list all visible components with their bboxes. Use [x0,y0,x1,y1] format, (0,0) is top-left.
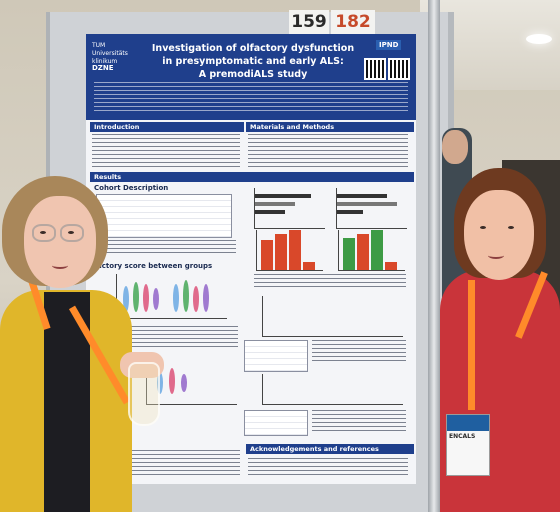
violin-mark [133,282,139,312]
eye [508,226,514,229]
violin-plot [116,274,227,319]
poster-badge: IPND [376,40,402,50]
name-badge: ENCALS [446,414,490,476]
methods-text [248,134,408,170]
red-bar-chart [256,230,323,271]
poster-authors [94,82,408,114]
figure-caption [312,410,406,432]
scientific-poster: TUM Universitäts klinikum DZNE Investiga… [86,34,416,484]
glasses-icon [32,224,56,242]
poster-logo: TUM Universitäts klinikum [92,42,128,65]
badge-label: ENCALS [449,433,476,440]
groups-heading: factory score between groups [94,262,213,270]
chart-bar [255,194,311,198]
eye [40,231,46,234]
section-results: Results [90,172,414,182]
qr-code-icon [364,58,386,80]
violin-mark [169,368,175,394]
qr-code-icon [388,58,410,80]
violin-mark [193,286,199,312]
wine-glass [128,362,160,426]
acknowledgements-text [248,458,408,478]
section-acknowledgements: Acknowledgements and references [246,444,414,454]
horizontal-bar-chart [336,188,407,229]
green-bar-chart [338,230,405,271]
poster-title: Investigation of olfactory dysfunction i… [148,42,358,81]
figure-caption [126,326,238,348]
violin-mark [143,284,149,312]
violin-mark [153,288,159,310]
glasses-icon [60,224,84,242]
chart-bar [255,202,295,206]
violin-mark [157,372,163,394]
violin-mark [183,280,189,312]
board-number-left: 159 [289,10,329,34]
smile [52,262,68,269]
board-number-right: 182 [331,10,375,34]
scatter-plot [146,354,237,405]
violin-mark [181,374,187,392]
chart-bar [337,202,397,206]
eye [68,231,74,234]
violin-mark [203,284,209,312]
chart-bar [371,230,383,270]
figure-caption [254,274,406,288]
horizontal-bar-chart [254,188,325,229]
lanyard [468,280,475,410]
results-table [244,410,308,436]
person-left-face [24,196,96,288]
poster-header: TUM Universitäts klinikum DZNE Investiga… [86,34,416,120]
poster-logo-dzne: DZNE [92,64,114,72]
section-methods: Materials and Methods [246,122,414,132]
chart-bar [385,262,397,270]
cohort-heading: Cohort Description [94,184,169,192]
poster-title-line1: Investigation of olfactory dysfunction [151,43,355,54]
chart-bar [337,210,363,214]
poster-title-line2: in presymptomatic and early ALS: [162,56,344,67]
violin-mark [173,284,179,312]
cohort-table [96,194,232,238]
badge-header [447,415,489,431]
chart-bar [289,230,301,270]
chart-bar [261,240,273,270]
results-table [244,340,308,372]
eye [480,226,486,229]
chart-bar [275,234,287,270]
background-person-head [442,130,468,164]
cohort-note [96,240,236,256]
figure-caption [312,340,406,362]
chart-bar [337,194,387,198]
line-plot [262,374,403,405]
person-right-face [464,190,534,280]
board-pole [428,0,440,512]
section-introduction: Introduction [90,122,244,132]
poster-title-line3: A premodiALS study [198,69,308,80]
ceiling-light [526,34,552,44]
violin-mark [123,286,129,312]
chart-bar [357,234,369,270]
dot-plot [262,296,403,337]
chart-bar [303,262,315,270]
chart-bar [255,210,285,214]
chart-bar [343,238,355,270]
introduction-text [92,134,240,170]
smile [488,252,504,259]
